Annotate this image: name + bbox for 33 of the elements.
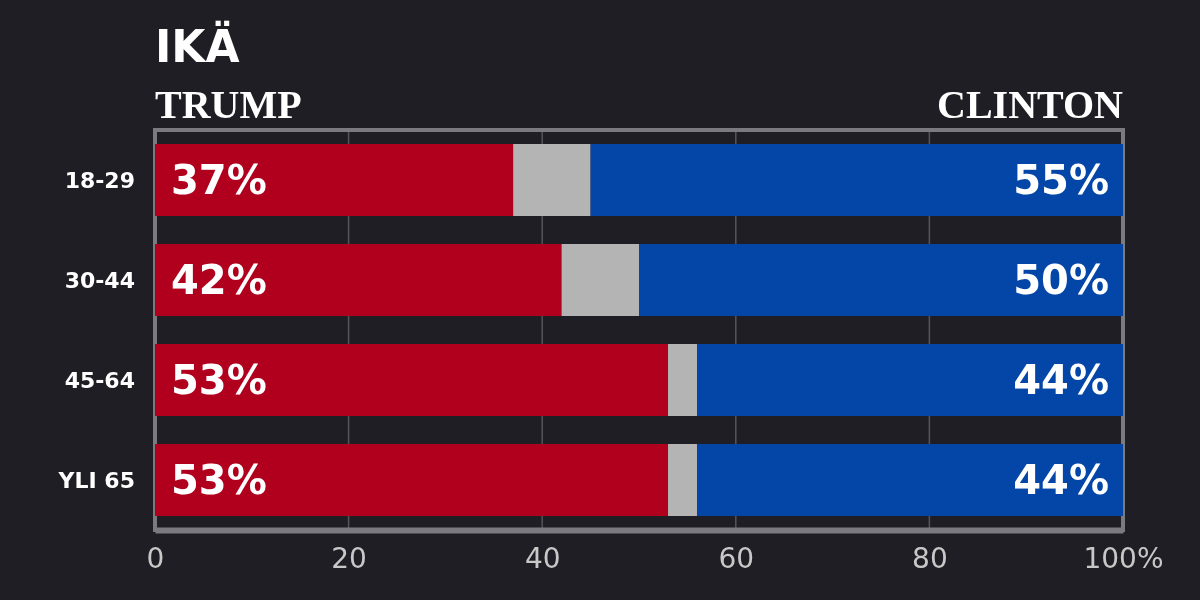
series-label: TRUMP — [155, 82, 302, 127]
data-label: 53% — [171, 357, 267, 404]
bar — [590, 144, 1123, 216]
series-label: CLINTON — [937, 82, 1124, 127]
bar — [668, 444, 698, 516]
chart-title: IKÄ — [155, 20, 240, 72]
bar — [513, 144, 591, 216]
bar — [155, 444, 669, 516]
bar — [668, 344, 698, 416]
y-tick-label: 45-64 — [64, 367, 135, 393]
data-label: 44% — [1013, 357, 1109, 404]
bar — [561, 244, 639, 316]
x-tick-label: 20 — [331, 541, 367, 575]
data-label: 50% — [1013, 257, 1109, 304]
bar — [639, 244, 1123, 316]
x-tick-label: 40 — [524, 541, 561, 575]
bar — [697, 444, 1123, 516]
y-tick-label: YLI 65 — [57, 467, 135, 493]
data-label: 44% — [1013, 457, 1109, 504]
x-tick-label: 100% — [1083, 541, 1164, 575]
bar — [155, 344, 669, 416]
y-tick-label: 30-44 — [64, 267, 135, 293]
bar — [155, 244, 562, 316]
x-tick-label: 60 — [718, 541, 755, 575]
bar — [155, 144, 514, 216]
y-tick-label: 18-29 — [64, 167, 135, 193]
data-label: 42% — [171, 257, 267, 304]
data-label: 53% — [171, 457, 267, 504]
data-label: 55% — [1013, 157, 1109, 204]
x-tick-label: 80 — [912, 541, 948, 575]
bar — [697, 344, 1123, 416]
data-label: 37% — [171, 157, 267, 204]
x-tick-label: 0 — [146, 541, 165, 575]
